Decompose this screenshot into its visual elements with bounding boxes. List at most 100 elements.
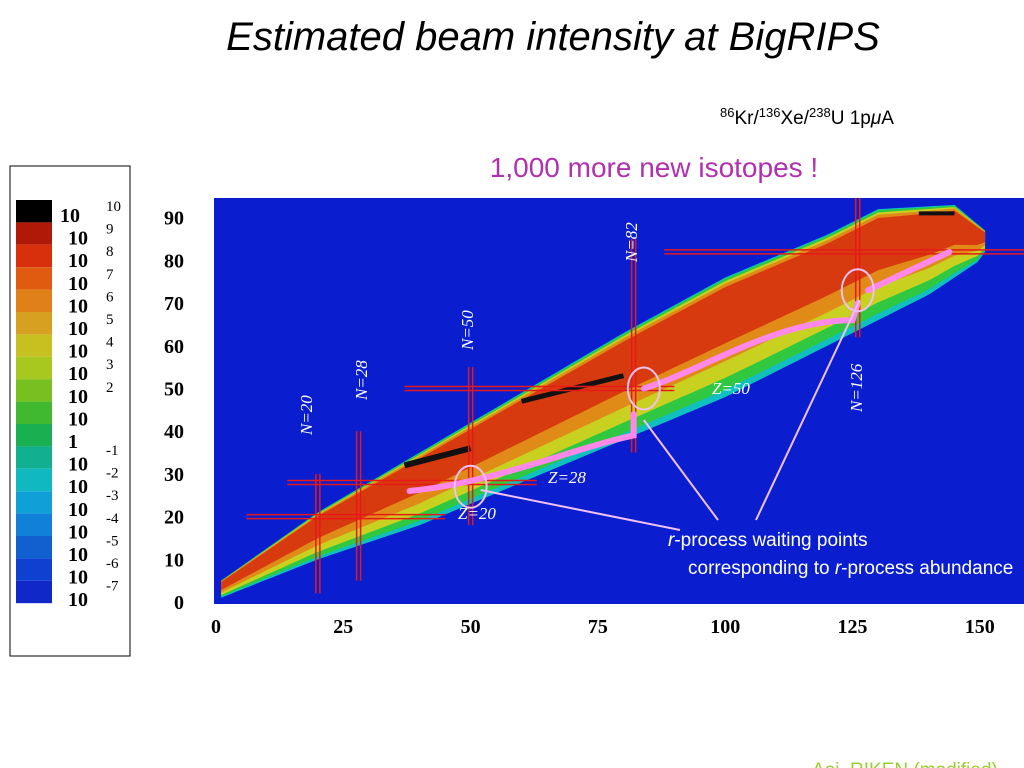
scale-stripe — [16, 244, 52, 268]
scale-base: 10 — [68, 341, 88, 363]
y-tick-label: 60 — [164, 336, 184, 358]
title: Estimated beam intensity at BigRIPS — [226, 15, 880, 59]
scale-stripe — [16, 401, 52, 424]
scale-exp: 10 — [106, 199, 121, 215]
scale-base: 10 — [68, 454, 88, 476]
scale-base: 10 — [68, 318, 88, 340]
scale-stripe — [16, 580, 52, 604]
scale-stripe — [16, 356, 52, 380]
scale-exp: 8 — [106, 244, 114, 260]
scale-stripe — [16, 491, 52, 514]
waiting-point — [840, 268, 875, 313]
annotation-part: -process waiting points — [674, 530, 867, 551]
beam-part: A — [881, 108, 894, 129]
magic-label: N=50 — [458, 310, 477, 351]
scale-exp: -5 — [106, 533, 119, 549]
scale-stripe — [16, 267, 52, 290]
scale-base: 10 — [68, 386, 88, 408]
scale-exp: -6 — [106, 556, 119, 572]
y-tick-label: 90 — [164, 208, 184, 230]
scale-exp: -4 — [106, 511, 119, 527]
magic-label: Z=28 — [548, 468, 586, 487]
beam-part: U 1p — [831, 108, 871, 129]
waiting-point — [453, 464, 488, 509]
scale-base: 10 — [68, 273, 88, 295]
scale-stripe — [16, 424, 52, 447]
scale-stripe — [16, 334, 52, 357]
y-tick-label: 0 — [174, 592, 184, 614]
magic-label: N=28 — [352, 360, 371, 401]
magic-label: N=126 — [847, 363, 866, 413]
annotation-part: r — [835, 558, 842, 579]
x-tick-label: 150 — [965, 616, 995, 638]
superscript: 238 — [809, 105, 831, 120]
scale-exp: 9 — [106, 222, 114, 238]
beam-label: 86Kr/136Xe/238U 1pμA — [720, 105, 894, 129]
scale-stripe — [16, 379, 52, 402]
x-tick-label: 0 — [211, 616, 221, 638]
y-tick-label: 80 — [164, 250, 184, 272]
heatmap — [221, 204, 986, 598]
scale-stripe — [16, 312, 52, 335]
x-tick-label: 25 — [333, 616, 353, 638]
scale-base: 10 — [68, 363, 88, 385]
scale-stripe — [16, 446, 52, 469]
heat-layer — [221, 210, 986, 591]
y-tick-label: 30 — [164, 464, 184, 486]
scale-base: 10 — [68, 250, 88, 272]
annotation-part: -process abundance — [841, 558, 1013, 579]
scale-exp: -3 — [106, 488, 119, 504]
annotation-line: corresponding to r-process abundance — [688, 558, 1013, 579]
superscript: 86 — [720, 105, 734, 120]
scale-exp: -1 — [106, 443, 119, 459]
scale-base: 10 — [68, 476, 88, 498]
stable-line — [403, 445, 472, 469]
y-tick-label: 20 — [164, 507, 184, 529]
annotation-part: corresponding to — [688, 558, 835, 579]
scale-base: 10 — [68, 408, 88, 430]
scale-stripe — [16, 468, 52, 492]
scale-stripe — [16, 222, 52, 245]
annotation-part: r — [668, 530, 675, 551]
scale-base: 10 — [60, 205, 80, 227]
annotation-line: r-process waiting points — [668, 530, 868, 551]
scale-stripe — [16, 200, 52, 223]
credit: Aoi, RIKEN (modified) — [812, 760, 998, 768]
y-tick-label: 50 — [164, 379, 184, 401]
scale-exp: 6 — [106, 289, 114, 305]
scale-exp: 7 — [106, 267, 114, 283]
scale-stripe — [16, 513, 52, 536]
pointer — [755, 299, 861, 521]
stable-line — [520, 373, 625, 404]
scale-base: 10 — [68, 589, 88, 611]
scale-base: 1 — [68, 431, 78, 453]
scale-stripe — [16, 289, 52, 312]
scale-base: 10 — [68, 544, 88, 566]
scale-exp: 2 — [106, 380, 114, 396]
scale-stripe — [16, 558, 52, 581]
magic-label: Z=50 — [712, 379, 750, 398]
beam-part: Kr/ — [734, 108, 759, 129]
magic-label: N=82 — [622, 222, 641, 263]
waiting-point — [626, 366, 661, 411]
scale-base: 10 — [68, 499, 88, 521]
headline: 1,000 more new isotopes ! — [490, 152, 818, 183]
superscript: 136 — [759, 105, 781, 120]
path-arrow — [640, 300, 861, 392]
beam-part: μ — [870, 108, 882, 129]
scale-base: 10 — [68, 295, 88, 317]
y-tick-label: 40 — [164, 421, 184, 443]
scale-base: 10 — [68, 521, 88, 543]
beam-part: Xe/ — [780, 108, 809, 129]
overlay — [246, 198, 1024, 594]
scale-exp: 4 — [106, 335, 114, 351]
path-arrow — [406, 411, 637, 494]
y-tick-label: 10 — [164, 549, 184, 571]
scale-base: 10 — [68, 567, 88, 589]
y-tick-label: 70 — [164, 293, 184, 315]
pointer — [480, 489, 681, 531]
x-tick-label: 75 — [588, 616, 608, 638]
scale-exp: 3 — [106, 357, 114, 373]
x-tick-label: 125 — [838, 616, 868, 638]
